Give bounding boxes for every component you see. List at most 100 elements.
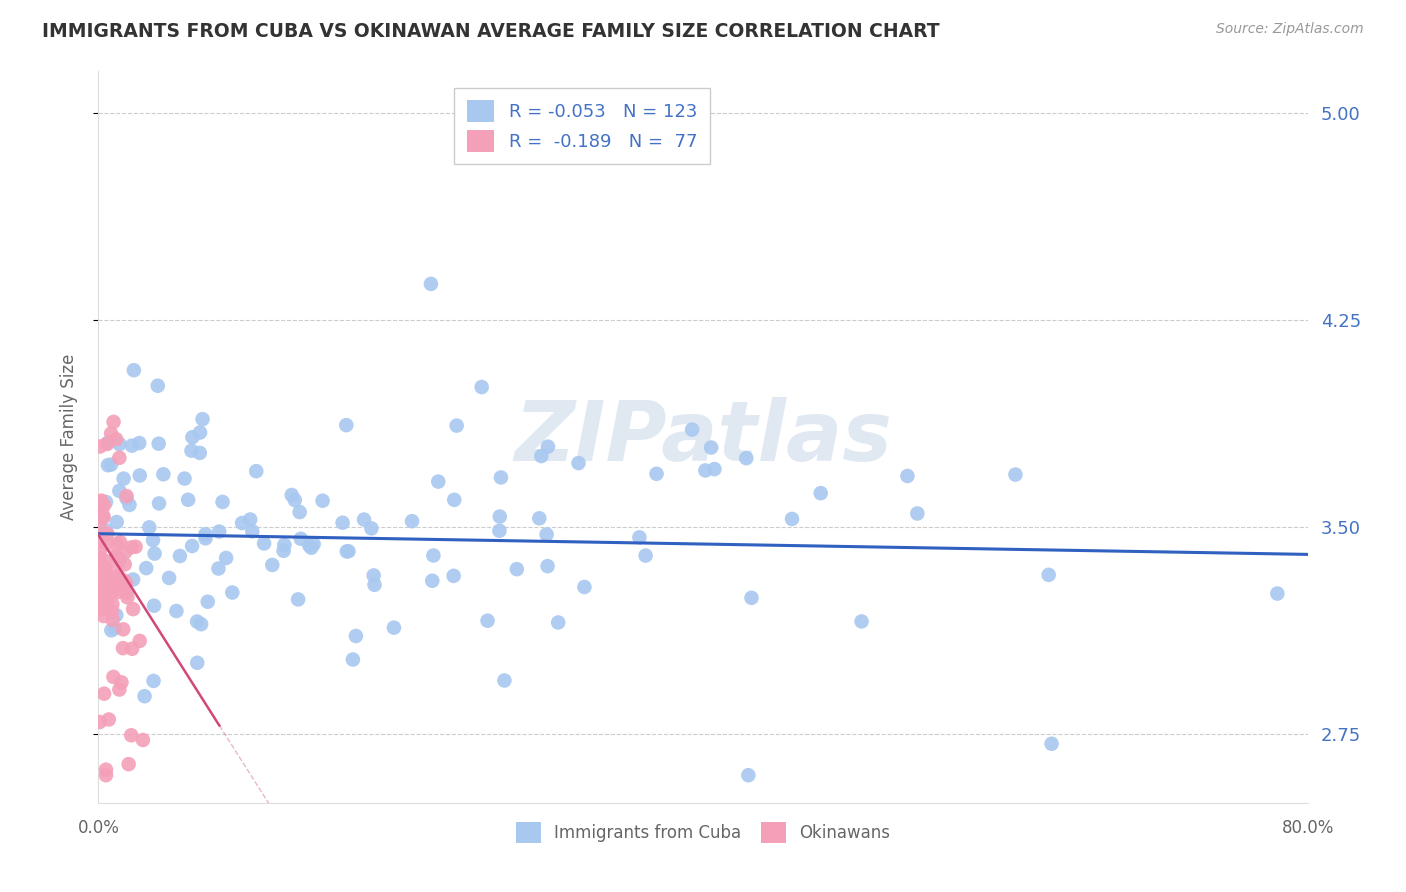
Point: [89, 543, 111, 558]
Point: [105, 515, 128, 529]
Point: [427, 475, 450, 489]
Point: [143, 599, 166, 613]
Point: [401, 514, 423, 528]
Point: [117, 591, 139, 605]
Point: [740, 591, 762, 605]
Point: [422, 549, 444, 563]
Point: [105, 549, 128, 563]
Point: [645, 467, 668, 481]
Point: [703, 462, 725, 476]
Point: [122, 573, 145, 587]
Point: [89, 599, 111, 613]
Point: [105, 537, 128, 551]
Point: [108, 437, 131, 451]
Point: [134, 690, 156, 704]
Point: [443, 492, 465, 507]
Point: [536, 527, 558, 541]
Point: [89, 550, 111, 565]
Point: [177, 492, 200, 507]
Point: [287, 592, 309, 607]
Point: [245, 464, 267, 478]
Point: [382, 621, 405, 635]
Point: [188, 446, 211, 460]
Point: [89, 440, 111, 454]
Point: [128, 468, 150, 483]
Point: [90, 582, 112, 596]
Point: [194, 531, 217, 545]
Point: [100, 458, 122, 472]
Point: [169, 549, 191, 563]
Point: [105, 608, 128, 623]
Point: [96, 526, 118, 541]
Point: [108, 483, 131, 498]
Point: [146, 378, 169, 392]
Point: [215, 551, 238, 566]
Point: [298, 538, 321, 552]
Point: [240, 524, 263, 539]
Point: [1267, 586, 1289, 600]
Point: [190, 617, 212, 632]
Point: [253, 536, 276, 550]
Point: [96, 596, 118, 610]
Point: [108, 682, 131, 697]
Y-axis label: Average Family Size: Average Family Size: [59, 354, 77, 520]
Point: [100, 624, 122, 638]
Point: [471, 380, 494, 394]
Point: [547, 615, 569, 630]
Point: [735, 451, 758, 466]
Point: [420, 277, 443, 291]
Point: [211, 495, 233, 509]
Point: [273, 538, 295, 552]
Point: [142, 533, 165, 548]
Point: [780, 512, 803, 526]
Point: [91, 588, 114, 602]
Point: [221, 585, 243, 599]
Point: [87, 495, 110, 509]
Point: [94, 562, 117, 576]
Point: [89, 594, 111, 608]
Point: [105, 549, 128, 563]
Point: [112, 472, 135, 486]
Text: Source: ZipAtlas.com: Source: ZipAtlas.com: [1216, 22, 1364, 37]
Point: [93, 561, 115, 575]
Point: [114, 558, 136, 572]
Point: [97, 458, 120, 473]
Point: [488, 524, 510, 538]
Point: [737, 768, 759, 782]
Point: [96, 437, 118, 451]
Point: [1004, 467, 1026, 482]
Point: [90, 559, 112, 574]
Point: [135, 561, 157, 575]
Point: [96, 537, 118, 551]
Point: [96, 436, 118, 450]
Point: [353, 512, 375, 526]
Point: [574, 580, 596, 594]
Point: [332, 516, 354, 530]
Point: [124, 540, 146, 554]
Point: [93, 560, 115, 574]
Point: [112, 623, 135, 637]
Point: [290, 532, 312, 546]
Point: [148, 436, 170, 450]
Point: [94, 574, 117, 588]
Point: [93, 601, 115, 615]
Point: [105, 582, 128, 596]
Point: [94, 768, 117, 782]
Point: [288, 505, 311, 519]
Point: [142, 673, 165, 688]
Text: ZIPatlas: ZIPatlas: [515, 397, 891, 477]
Point: [93, 609, 115, 624]
Point: [628, 530, 651, 544]
Point: [537, 440, 560, 454]
Point: [173, 471, 195, 485]
Point: [420, 574, 443, 588]
Point: [100, 426, 122, 441]
Point: [896, 469, 918, 483]
Point: [93, 568, 115, 582]
Legend: Immigrants from Cuba, Okinawans: Immigrants from Cuba, Okinawans: [509, 815, 897, 849]
Point: [101, 597, 124, 611]
Point: [186, 615, 208, 629]
Point: [94, 523, 117, 537]
Point: [506, 562, 529, 576]
Point: [180, 443, 202, 458]
